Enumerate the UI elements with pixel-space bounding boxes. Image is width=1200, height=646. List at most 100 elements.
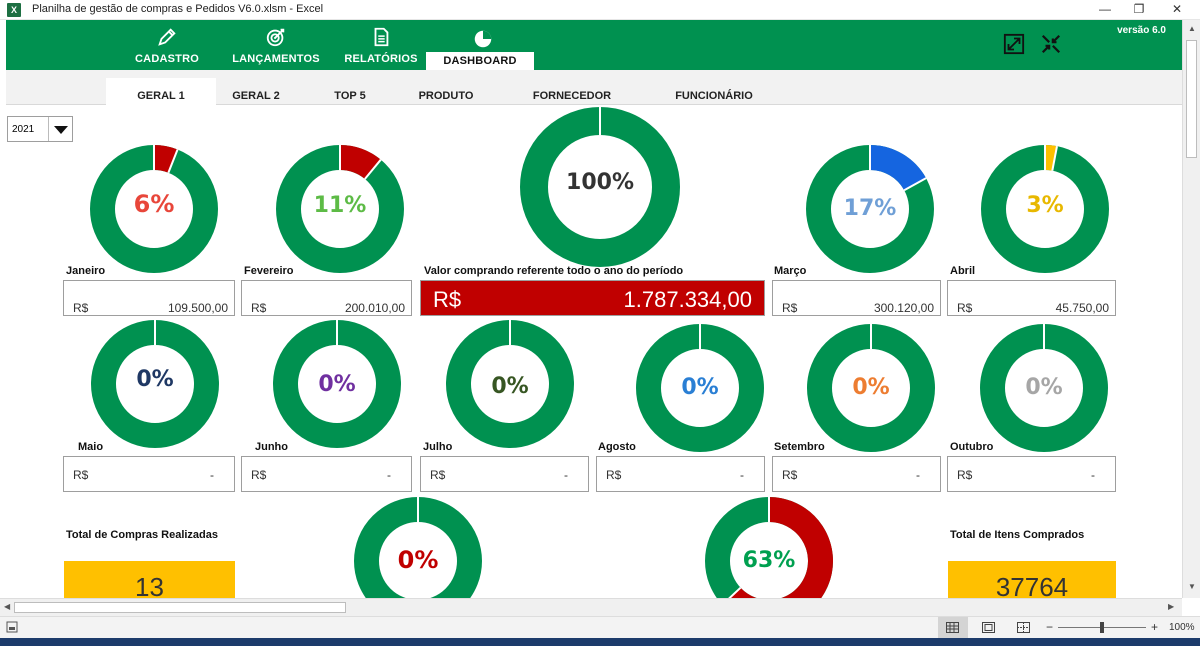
amount-outubro: - <box>1091 468 1095 482</box>
donut-total-right: 63% <box>705 497 833 598</box>
zoom-slider-thumb[interactable] <box>1100 622 1104 633</box>
vertical-scrollbar[interactable]: ▲ ▼ <box>1182 20 1200 598</box>
tab-geral-1[interactable]: GERAL 1 <box>106 78 216 105</box>
month-label-janeiro: Janeiro <box>66 265 106 277</box>
donut-marco: 17% <box>806 145 934 273</box>
value-box-marco: R$ 300.120,00 <box>772 280 941 316</box>
donut-setembro-pct: 0% <box>852 375 890 400</box>
tab-top-5[interactable]: TOP 5 <box>334 90 366 102</box>
donut-separator <box>167 149 179 174</box>
donut-janeiro: 6% <box>90 145 218 273</box>
status-bar: − + 100% <box>0 616 1200 638</box>
donut-junho-ring <box>273 320 401 448</box>
donut-marco-ring <box>806 145 934 273</box>
grid-icon <box>946 622 959 633</box>
donut-maio-pct: 0% <box>136 367 174 392</box>
month-label-junho: Junho <box>255 441 288 453</box>
horizontal-scrollbar[interactable]: ◀ ▶ <box>0 598 1182 616</box>
horizontal-scroll-thumb[interactable] <box>14 602 346 613</box>
collapse-icon[interactable] <box>1040 33 1062 55</box>
chevron-down-icon[interactable] <box>48 117 72 141</box>
donut-annual-ring <box>520 107 680 267</box>
donut-julho-ring <box>446 320 574 448</box>
donut-separator <box>903 177 927 192</box>
donut-junho-pct: 0% <box>318 372 356 397</box>
nav-relatorios-button[interactable]: RELATÓRIOS <box>342 24 420 70</box>
donut-maio-ring <box>91 320 219 448</box>
donut-fevereiro-pct: 11% <box>313 193 367 218</box>
window-title: Planilha de gestão de compras e Pedidos … <box>32 3 324 15</box>
donut-value-arc <box>729 497 833 598</box>
donut-total-left-ring <box>354 497 482 598</box>
scroll-left-icon[interactable]: ◀ <box>4 602 11 611</box>
amount-agosto: - <box>740 468 744 482</box>
donut-separator <box>728 586 742 598</box>
amount-marco: 300.120,00 <box>873 301 934 315</box>
donut-abril: 3% <box>981 145 1109 273</box>
currency-label: R$ <box>251 468 267 482</box>
value-box-abril: R$ 45.750,00 <box>947 280 1116 316</box>
total-itens-value: 37764 <box>995 572 1069 598</box>
donut-outubro: 0% <box>980 324 1108 452</box>
year-select[interactable]: 2021 <box>7 116 73 142</box>
value-box-maio: R$ - <box>63 456 235 492</box>
macro-record-icon[interactable] <box>6 621 18 633</box>
donut-outubro-ring <box>980 324 1108 452</box>
currency-label: R$ <box>251 301 267 315</box>
donut-separator <box>1051 145 1058 171</box>
page-break-icon[interactable] <box>1017 622 1030 633</box>
total-itens-label: Total de Itens Comprados <box>950 529 1085 541</box>
tab-geral-2[interactable]: GERAL 2 <box>232 90 280 102</box>
donut-fevereiro: 11% <box>276 145 404 273</box>
annual-total-box: R$ 1.787.334,00 <box>420 280 765 316</box>
tab-produto[interactable]: PRODUTO <box>418 90 474 102</box>
value-box-junho: R$ - <box>241 456 412 492</box>
donut-outubro-pct: 0% <box>1025 375 1063 400</box>
tab-fornecedor[interactable]: FORNECEDOR <box>532 90 612 102</box>
tab-funcionario[interactable]: FUNCIONÁRIO <box>675 90 753 102</box>
scroll-right-icon[interactable]: ▶ <box>1168 602 1175 611</box>
donut-value-arc <box>339 145 381 180</box>
minimize-button[interactable]: — <box>1099 2 1111 16</box>
month-label-setembro: Setembro <box>774 441 825 453</box>
nav-cadastro-label: CADASTRO <box>135 53 199 65</box>
dashboard-subtabs: GERAL 1 GERAL 2 TOP 5 PRODUTO FORNECEDOR… <box>6 70 1182 105</box>
nav-dashboard-label: DASHBOARD <box>443 55 517 67</box>
pie-chart-icon-wrap <box>448 26 518 48</box>
value-box-julho: R$ - <box>420 456 589 492</box>
scroll-down-icon[interactable]: ▼ <box>1188 582 1196 591</box>
total-compras-label: Total de Compras Realizadas <box>66 529 219 541</box>
donut-janeiro-pct: 6% <box>133 190 175 218</box>
amount-maio: - <box>210 468 214 482</box>
currency-label: R$ <box>430 468 446 482</box>
normal-view-button[interactable] <box>938 617 968 638</box>
dashboard-ribbon: CADASTRO LANÇAMENTOS RELATÓRIOS <box>6 20 1182 70</box>
expand-icon[interactable] <box>1003 33 1025 55</box>
currency-label: R$ <box>782 301 798 315</box>
nav-cadastro-button[interactable]: CADASTRO <box>130 24 204 70</box>
zoom-out-button[interactable]: − <box>1046 620 1054 634</box>
nav-dashboard-button[interactable]: DASHBOARD <box>426 52 534 70</box>
currency-label: R$ <box>957 301 973 315</box>
month-label-maio: Maio <box>78 441 104 453</box>
close-button[interactable]: ✕ <box>1171 2 1183 16</box>
vertical-scroll-thumb[interactable] <box>1186 40 1197 158</box>
donut-separator <box>364 159 382 180</box>
donut-value-arc <box>1044 145 1057 171</box>
zoom-level[interactable]: 100% <box>1169 622 1195 633</box>
excel-app-icon: X <box>7 3 21 17</box>
month-label-outubro: Outubro <box>950 441 994 453</box>
restore-button[interactable]: ❐ <box>1133 2 1145 16</box>
donut-abril-pct: 3% <box>1026 193 1064 218</box>
currency-label: R$ <box>73 468 89 482</box>
month-label-julho: Julho <box>423 441 453 453</box>
currency-label: R$ <box>73 301 89 315</box>
page-layout-icon[interactable] <box>982 622 995 633</box>
annual-currency: R$ <box>433 287 462 312</box>
donut-value-arc <box>153 145 178 173</box>
scroll-up-icon[interactable]: ▲ <box>1188 24 1196 33</box>
donut-abril-ring <box>981 145 1109 273</box>
nav-lancamentos-button[interactable]: LANÇAMENTOS <box>228 24 324 70</box>
value-box-setembro: R$ - <box>772 456 941 492</box>
zoom-in-button[interactable]: + <box>1151 620 1159 634</box>
